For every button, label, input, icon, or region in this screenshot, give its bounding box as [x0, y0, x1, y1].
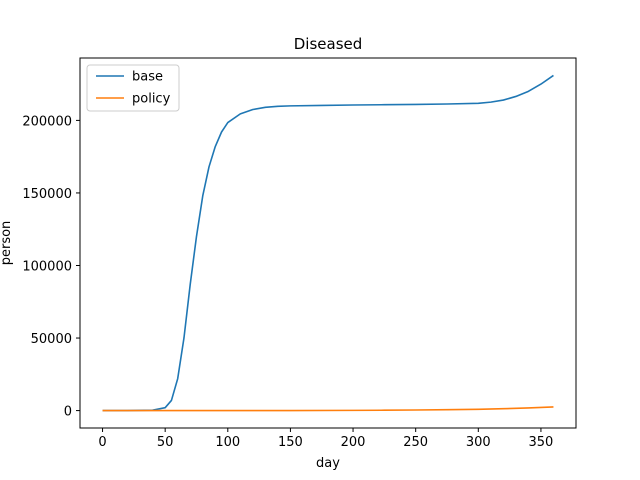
y-axis-label: person	[0, 221, 14, 266]
x-tick-label: 150	[278, 435, 303, 450]
legend-label-policy: policy	[132, 92, 171, 107]
x-tick-label: 100	[215, 435, 240, 450]
x-axis-label: day	[316, 456, 340, 471]
chart-title: Diseased	[294, 35, 363, 53]
x-axis: 0 50 100 150 200 250 300 350	[98, 428, 553, 450]
plot-frame	[79, 57, 577, 429]
y-axis: 0 50000 100000 150000 200000	[22, 114, 80, 420]
x-tick-label: 200	[341, 435, 366, 450]
x-tick-label: 350	[529, 435, 554, 450]
y-tick-label: 50000	[31, 332, 72, 347]
y-tick-label: 150000	[22, 187, 72, 202]
x-tick-label: 250	[403, 435, 428, 450]
legend: base policy	[86, 64, 180, 112]
x-tick-label: 0	[98, 435, 106, 450]
y-tick-label: 200000	[22, 114, 72, 129]
x-tick-label: 300	[466, 435, 491, 450]
y-tick-label: 100000	[22, 259, 72, 274]
legend-label-base: base	[132, 70, 163, 85]
y-tick-label: 0	[64, 405, 72, 420]
series-line-base	[102, 74, 554, 412]
series-line-policy	[102, 406, 554, 412]
plot-area	[102, 74, 554, 412]
x-tick-label: 50	[157, 435, 174, 450]
